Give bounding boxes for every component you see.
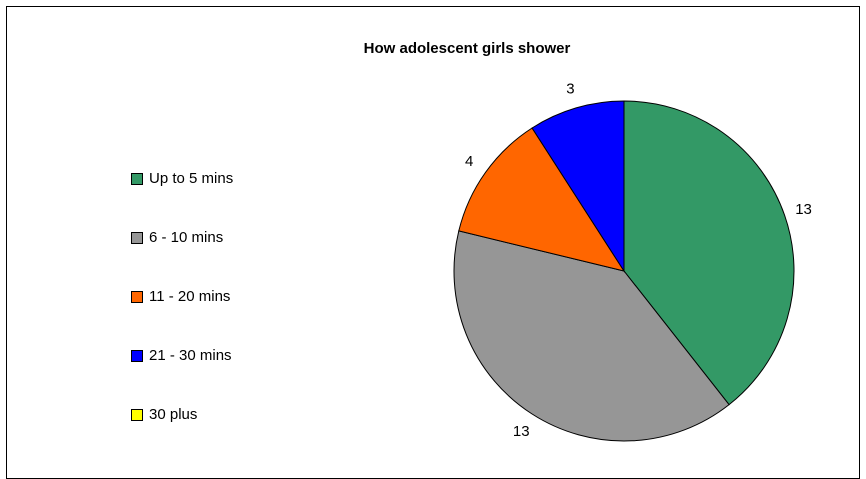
pie-slice-up-to-5 bbox=[623, 100, 795, 406]
pie-slice-21-30 bbox=[531, 100, 625, 273]
legend-swatch bbox=[131, 172, 143, 185]
legend-label: 30 plus bbox=[149, 406, 198, 423]
legend-swatch bbox=[131, 408, 143, 421]
chart-title: How adolescent girls shower bbox=[363, 40, 571, 57]
legend-label: 21 - 30 mins bbox=[149, 347, 232, 364]
pie-chart: 13 13 4 3 bbox=[453, 81, 812, 442]
data-label-up-to-5: 13 bbox=[795, 201, 812, 218]
legend-item: 6 - 10 mins bbox=[131, 208, 233, 267]
legend: Up to 5 mins 6 - 10 mins 11 - 20 mins 21… bbox=[131, 149, 233, 444]
legend-item: Up to 5 mins bbox=[131, 149, 233, 208]
chart-area: How adolescent girls shower Up to 5 mins… bbox=[6, 6, 860, 479]
legend-item: 30 plus bbox=[131, 385, 233, 444]
legend-swatch bbox=[131, 290, 143, 303]
legend-swatch bbox=[131, 231, 143, 244]
pie-slice-11-20 bbox=[458, 127, 626, 272]
data-label-11-20: 4 bbox=[465, 153, 473, 170]
legend-item: 21 - 30 mins bbox=[131, 326, 233, 385]
legend-item: 11 - 20 mins bbox=[131, 267, 233, 326]
pie-slice-6-10 bbox=[453, 230, 730, 442]
legend-label: 11 - 20 mins bbox=[149, 288, 231, 305]
legend-label: Up to 5 mins bbox=[149, 170, 234, 187]
legend-swatch bbox=[131, 349, 143, 362]
data-label-21-30: 3 bbox=[566, 81, 574, 98]
data-label-6-10: 13 bbox=[513, 423, 530, 440]
legend-label: 6 - 10 mins bbox=[149, 229, 224, 246]
